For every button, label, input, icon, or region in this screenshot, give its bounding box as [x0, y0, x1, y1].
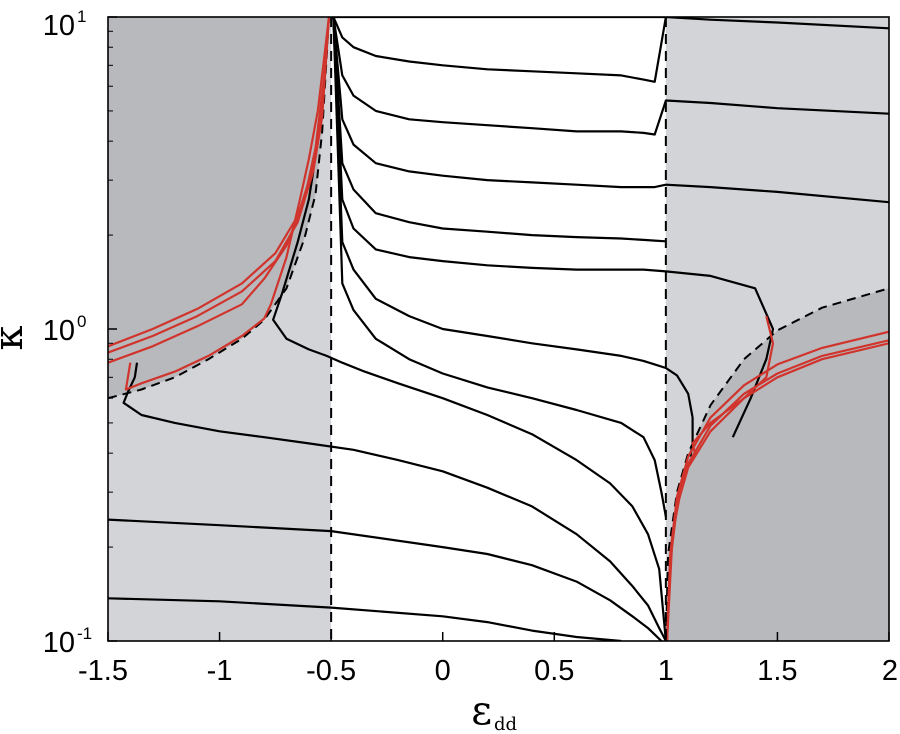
series-line-black-8: [272, 171, 667, 641]
y-tick-exponent-0: -1: [77, 624, 92, 643]
series-line-black-6: [332, 17, 694, 457]
y-tick-exponent-1: 0: [77, 312, 86, 331]
shaded-regions: [108, 17, 889, 641]
shaded-region-dark-3: [665, 288, 889, 641]
series-line-black-11: [108, 597, 622, 641]
x-tick-label-4: 0.5: [534, 655, 574, 687]
series-line-black-1: [332, 17, 889, 83]
x-tick-label-1: -1: [207, 655, 233, 687]
series-line-black-5: [332, 17, 775, 438]
curves: [108, 17, 889, 641]
boundary-dashed-curve-1: [664, 287, 889, 641]
x-tick-label-0: -1.5: [78, 655, 128, 687]
y-axis-label: κ: [0, 326, 32, 351]
y-tick-label-1: 10: [43, 315, 75, 347]
x-tick-label-7: 2: [882, 655, 898, 687]
y-tick-exponent-2: 1: [77, 7, 86, 26]
y-tick-label-0: 10: [43, 627, 75, 659]
series-line-red-15: [124, 17, 330, 391]
x-tick-label-3: 0: [435, 655, 451, 687]
series-line-red-14: [108, 17, 330, 364]
x-tick-label-6: 1.5: [757, 655, 797, 687]
y-tick-label-2: 10: [43, 10, 75, 42]
x-axis-label: ε: [471, 688, 492, 734]
x-tick-label-2: -0.5: [306, 655, 356, 687]
shaded-region-dark-2: [108, 17, 329, 399]
series-line-black-2: [332, 17, 889, 136]
series-line-red-19: [665, 315, 775, 641]
series-line-black-3: [332, 17, 889, 204]
x-axis-label-subscript: dd: [494, 714, 517, 734]
series-line-black-7: [332, 17, 667, 517]
vertical-dashed-lines: [330, 17, 667, 641]
series-line-black-4: [332, 17, 666, 243]
series-line-black-10: [108, 518, 663, 641]
series-line-black-9: [122, 362, 667, 641]
x-tick-label-5: 1: [658, 655, 674, 687]
x-axis-ticks: -1.5 -1 -0.5 0 0.5 1 1.5 2: [78, 632, 898, 687]
boundary-dashed-curve-0: [108, 17, 330, 400]
